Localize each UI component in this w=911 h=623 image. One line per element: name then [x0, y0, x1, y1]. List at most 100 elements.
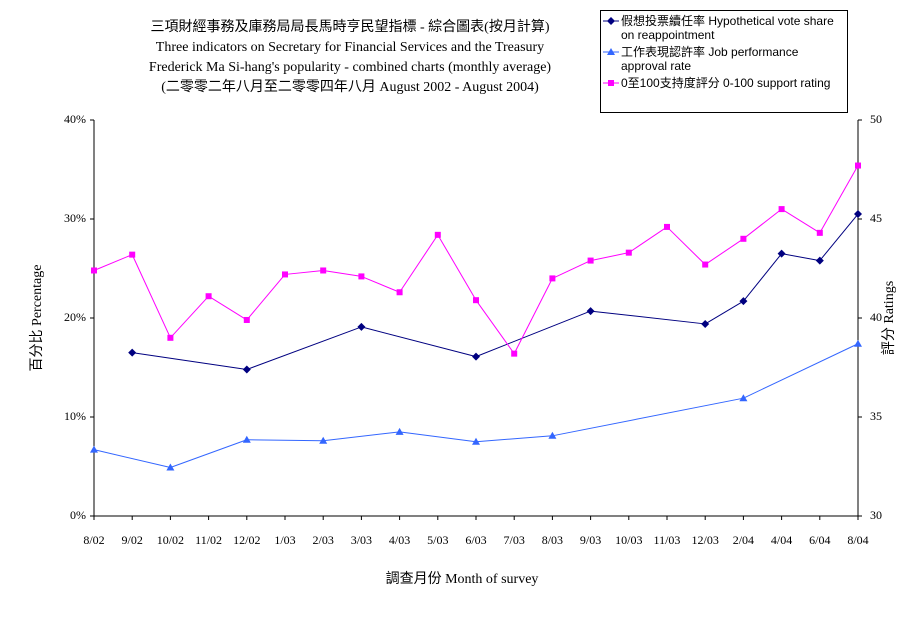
y2-axis-label: 評分 Ratings	[881, 281, 897, 355]
x-tick-label: 4/04	[771, 533, 792, 547]
legend-item: 0至100支持度評分 0-100 support rating	[601, 76, 847, 104]
line-segment	[475, 435, 553, 443]
line-segment	[552, 260, 591, 279]
x-tick-label: 11/02	[195, 533, 222, 547]
title-line: 三項財經事務及庫務局局長馬時亨民望指標 - 綜合圖表(按月計算)	[151, 18, 550, 35]
line-segment	[819, 165, 859, 234]
line-segment	[246, 439, 324, 442]
y2-tick-label: 35	[870, 409, 882, 423]
marker	[243, 316, 250, 323]
marker	[625, 249, 632, 256]
title-line: (二零零二年八月至二零零四年八月 August 2002 - August 20…	[161, 79, 539, 95]
line-segment	[590, 310, 706, 325]
x-tick-label: 10/03	[615, 533, 642, 547]
y-tick-label: 30%	[64, 211, 86, 225]
y-tick-label: 20%	[64, 310, 86, 324]
x-axis-label: 調查月份 Month of survey	[386, 571, 539, 587]
line-segment	[93, 254, 133, 271]
x-tick-label: 3/03	[351, 533, 372, 547]
line-segment	[475, 310, 591, 358]
x-tick-label: 5/03	[427, 533, 448, 547]
y-tick-label: 10%	[64, 409, 86, 423]
legend-icon	[603, 80, 619, 86]
marker	[396, 289, 403, 296]
y2-tick-label: 45	[870, 211, 882, 225]
marker	[282, 271, 288, 278]
marker	[434, 231, 441, 238]
y2-tick-label: 50	[870, 112, 882, 126]
x-tick-label: 9/02	[122, 533, 143, 547]
marker	[511, 350, 518, 357]
marker	[320, 267, 327, 274]
marker	[472, 352, 480, 361]
y-axis-label: 百分比 Percentage	[29, 265, 45, 372]
line-segment	[246, 326, 362, 370]
marker	[778, 206, 785, 213]
legend-label: 0至100支持度評分 0-100 support rating	[621, 76, 831, 90]
marker	[548, 431, 557, 439]
x-tick-label: 8/03	[542, 533, 563, 547]
marker	[607, 17, 615, 25]
line-segment	[513, 278, 553, 354]
marker	[242, 365, 251, 374]
line-segment	[475, 299, 515, 354]
line-segment	[323, 431, 400, 442]
marker	[395, 427, 404, 435]
x-tick-label: 12/02	[233, 533, 260, 547]
marker	[740, 235, 747, 242]
x-tick-label: 6/03	[465, 533, 486, 547]
marker	[854, 339, 862, 347]
marker	[777, 249, 786, 258]
line-segment	[743, 343, 859, 399]
line-segment	[743, 253, 782, 302]
marker	[242, 435, 251, 443]
marker	[664, 223, 670, 230]
marker	[586, 307, 595, 316]
line-segment	[208, 295, 248, 321]
y2-tick-label: 30	[870, 508, 882, 522]
marker	[855, 162, 861, 169]
x-tick-label: 1/03	[274, 533, 295, 547]
x-tick-label: 8/04	[847, 533, 868, 547]
marker	[167, 334, 174, 341]
legend-label: 工作表現認許率 Job performance approval rate	[621, 45, 799, 73]
x-tick-label: 10/02	[157, 533, 184, 547]
marker	[816, 229, 823, 236]
marker	[90, 445, 98, 453]
legend-icon	[603, 48, 619, 55]
x-tick-label: 12/03	[692, 533, 719, 547]
line-segment	[399, 431, 477, 443]
line-segment	[552, 397, 744, 437]
title-line: Three indicators on Secretary for Financ…	[156, 40, 544, 55]
line-segment	[781, 208, 821, 234]
line-segment	[246, 274, 286, 321]
marker	[91, 267, 97, 274]
marker	[473, 297, 479, 304]
x-tick-label: 7/03	[504, 533, 525, 547]
line-segment	[743, 208, 782, 240]
line-segment	[437, 234, 477, 301]
x-tick-label: 9/03	[580, 533, 601, 547]
marker	[205, 293, 212, 300]
line-segment	[628, 226, 668, 254]
marker	[701, 319, 710, 328]
line-segment	[361, 326, 477, 358]
marker	[129, 251, 136, 258]
marker	[854, 210, 862, 219]
x-tick-label: 2/03	[313, 533, 334, 547]
line-segment	[361, 275, 400, 293]
legend-label: 假想投票續任率 Hypothetical vote share on reapp…	[621, 14, 834, 42]
marker	[739, 297, 748, 306]
line-segment	[323, 269, 362, 277]
marker	[702, 261, 709, 268]
marker	[472, 437, 480, 445]
line-segment	[131, 254, 171, 339]
line-segment	[284, 269, 324, 275]
line-segment	[170, 439, 247, 468]
line-segment	[704, 300, 744, 325]
x-tick-label: 4/03	[389, 533, 410, 547]
legend-item: 工作表現認許率 Job performance approval rate	[601, 45, 847, 73]
y-tick-label: 40%	[64, 112, 86, 126]
